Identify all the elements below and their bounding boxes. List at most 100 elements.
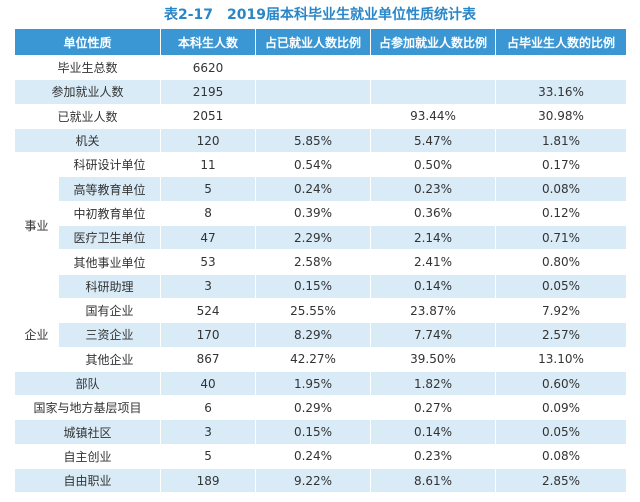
row-label: 部队 [13, 370, 162, 397]
empty-cell [255, 103, 372, 129]
cell: 170 [160, 322, 257, 348]
cell: 0.23% [370, 443, 497, 470]
row-label: 国家与地方基层项目 [13, 395, 162, 421]
table-row: 事业 科研设计单位 11 0.54% 0.50% 0.17% [14, 152, 628, 299]
cell: 0.36% [370, 200, 497, 227]
row-label: 自主创业 [13, 443, 162, 470]
row-label: 机关 [13, 127, 162, 154]
row-label: 参加就业人数 [13, 79, 162, 105]
cell: 11 [160, 152, 257, 178]
cell: 8 [160, 200, 257, 227]
cell: 0.29% [255, 395, 372, 421]
table-row: 其他事业单位 53 2.58% 2.41% 0.80% [15, 249, 628, 275]
header-cell: 占参加就业人数比例 [370, 28, 497, 56]
table-title: 表2-17 2019届本科毕业生就业单位性质统计表 [164, 7, 476, 23]
row-label: 毕业生总数 [13, 54, 162, 81]
cell: 0.14% [370, 419, 497, 445]
cell: 6 [160, 395, 257, 421]
cell: 0.23% [370, 176, 497, 202]
group-label: 企业 [14, 297, 59, 372]
cell: 189 [160, 468, 257, 494]
cell: 93.44% [370, 103, 497, 129]
cell: 0.15% [255, 273, 372, 299]
row-label: 国有企业 [57, 297, 162, 324]
header-row: 单位性质 本科生人数 占已就业人数比例 占参加就业人数比例 占毕业生人数的比例 [13, 28, 628, 56]
table-row: 部队 40 1.95% 1.82% 0.60% [13, 370, 628, 397]
row-label: 科研设计单位 [57, 152, 162, 178]
empty-cell [255, 79, 372, 105]
table-row: 中初教育单位 8 0.39% 0.36% 0.12% [15, 200, 628, 227]
cell: 0.05% [495, 273, 628, 299]
cell: 0.54% [255, 152, 372, 178]
table-row: 国家与地方基层项目 6 0.29% 0.27% 0.09% [13, 395, 628, 421]
cell: 867 [160, 346, 257, 372]
table-body: 毕业生总数 6620 参加就业人数 2195 33.16% 已就业人数 2051 93.44%… [13, 54, 628, 494]
cell: 30.98% [495, 103, 628, 129]
header-cell: 本科生人数 [160, 28, 257, 56]
cell: 2.14% [370, 225, 497, 251]
cell: 1.95% [255, 370, 372, 397]
row-label: 城镇社区 [13, 419, 162, 445]
cell: 120 [160, 127, 257, 154]
cell: 3 [160, 419, 257, 445]
cell: 9.22% [255, 468, 372, 494]
cell: 1.81% [495, 127, 628, 154]
row-label: 科研助理 [57, 273, 162, 299]
cell: 0.09% [495, 395, 628, 421]
cell: 0.14% [370, 273, 497, 299]
cell: 2.57% [495, 322, 628, 348]
cell: 1.82% [370, 370, 497, 397]
cell: 5.47% [370, 127, 497, 154]
cell: 524 [160, 297, 257, 324]
cell: 0.24% [255, 443, 372, 470]
cell: 2195 [160, 79, 257, 105]
cell: 5 [160, 443, 257, 470]
table-row: 企业 国有企业 524 25.55% 23.87% 7.92% [14, 297, 628, 372]
table-row: 毕业生总数 6620 [13, 54, 628, 81]
cell: 2.58% [255, 249, 372, 275]
cell: 25.55% [255, 297, 372, 324]
empty-cell [255, 54, 372, 81]
cell: 0.15% [255, 419, 372, 445]
cell: 8.29% [255, 322, 372, 348]
cell: 0.60% [495, 370, 628, 397]
cell: 2.29% [255, 225, 372, 251]
cell: 0.24% [255, 176, 372, 202]
cell: 33.16% [495, 79, 628, 105]
cell: 53 [160, 249, 257, 275]
table-row: 城镇社区 3 0.15% 0.14% 0.05% [13, 419, 628, 445]
group-label: 事业 [14, 152, 59, 299]
cell: 13.10% [495, 346, 628, 372]
row-label: 三资企业 [57, 322, 162, 348]
cell: 39.50% [370, 346, 497, 372]
cell: 0.39% [255, 200, 372, 227]
cell: 0.71% [495, 225, 628, 251]
table-row: 机关 120 5.85% 5.47% 1.81% [13, 127, 628, 154]
table-row: 参加就业人数 2195 33.16% [13, 79, 628, 105]
header-cell: 单位性质 [13, 28, 162, 56]
cell: 47 [160, 225, 257, 251]
table-row: 医疗卫生单位 47 2.29% 2.14% 0.71% [15, 225, 628, 251]
header-cell: 占毕业生人数的比例 [495, 28, 628, 56]
table-row: 自由职业 189 9.22% 8.61% 2.85% [13, 468, 628, 494]
header-cell: 占已就业人数比例 [255, 28, 372, 56]
cell: 40 [160, 370, 257, 397]
row-label: 中初教育单位 [57, 200, 162, 227]
table-row: 科研助理 3 0.15% 0.14% 0.05% [15, 273, 628, 299]
cell: 5.85% [255, 127, 372, 154]
cell: 0.08% [495, 176, 628, 202]
cell: 2051 [160, 103, 257, 129]
cell: 0.08% [495, 443, 628, 470]
cell: 0.80% [495, 249, 628, 275]
cell: 0.50% [370, 152, 497, 178]
empty-cell [495, 54, 628, 81]
cell: 0.17% [495, 152, 628, 178]
cell: 7.74% [370, 322, 497, 348]
table-row: 已就业人数 2051 93.44% 30.98% [13, 103, 628, 129]
row-label: 高等教育单位 [57, 176, 162, 202]
empty-cell [370, 54, 497, 81]
cell: 2.85% [495, 468, 628, 494]
cell: 23.87% [370, 297, 497, 324]
cell: 42.27% [255, 346, 372, 372]
